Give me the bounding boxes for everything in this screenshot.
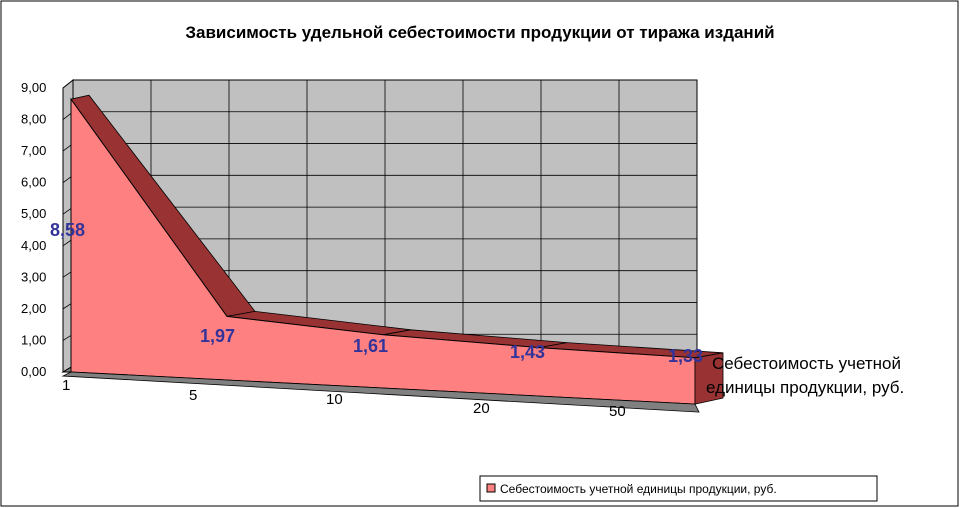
area-end-cap bbox=[694, 352, 724, 405]
series-axis-label-line-1: Себестоимость учетной bbox=[712, 354, 901, 373]
x-tick-label-3: 20 bbox=[473, 400, 490, 417]
y-tick-label-5: 5,00 bbox=[21, 206, 46, 221]
data-label-2: 1,61 bbox=[353, 336, 388, 356]
x-tick-label-0: 1 bbox=[62, 377, 70, 394]
chart-title: Зависимость удельной себестоимости проду… bbox=[185, 23, 774, 42]
data-label-4: 1,33 bbox=[668, 346, 703, 366]
y-tick-label-4: 4,00 bbox=[21, 238, 46, 253]
x-tick-label-2: 10 bbox=[326, 391, 343, 408]
data-label-3: 1,43 bbox=[510, 342, 545, 362]
data-label-0: 8,58 bbox=[50, 220, 85, 240]
y-tick-label-1: 1,00 bbox=[21, 332, 46, 347]
legend-entry-label: Себестоимость учетной единицы продукции,… bbox=[500, 482, 777, 496]
y-tick-label-2: 2,00 bbox=[21, 301, 46, 316]
plot-area: 0,00 1,00 2,00 3,00 4,00 5,00 6,00 7,00 8,00 9,00… bbox=[21, 78, 724, 420]
legend-swatch bbox=[486, 483, 496, 493]
side-wall-gridline bbox=[62, 79, 74, 89]
x-tick-label-4: 50 bbox=[609, 403, 626, 420]
y-tick-label-0: 0,00 bbox=[21, 364, 46, 379]
x-tick-label-1: 5 bbox=[189, 387, 197, 404]
y-tick-label-3: 3,00 bbox=[21, 269, 46, 284]
y-tick-label-9: 9,00 bbox=[21, 80, 46, 95]
y-tick-label-8: 8,00 bbox=[21, 112, 46, 127]
y-tick-label-6: 6,00 bbox=[21, 175, 46, 190]
legend: Себестоимость учетной единицы продукции,… bbox=[479, 475, 878, 502]
y-tick-label-7: 7,00 bbox=[21, 143, 46, 158]
area-bottom-strip bbox=[61, 371, 700, 413]
data-label-1: 1,97 bbox=[200, 326, 235, 346]
series-axis-label-line-2: единицы продукции, руб. bbox=[706, 378, 904, 397]
series-axis-label: Себестоимость учетной единицы продукции,… bbox=[706, 354, 904, 397]
legend-box bbox=[479, 475, 878, 502]
